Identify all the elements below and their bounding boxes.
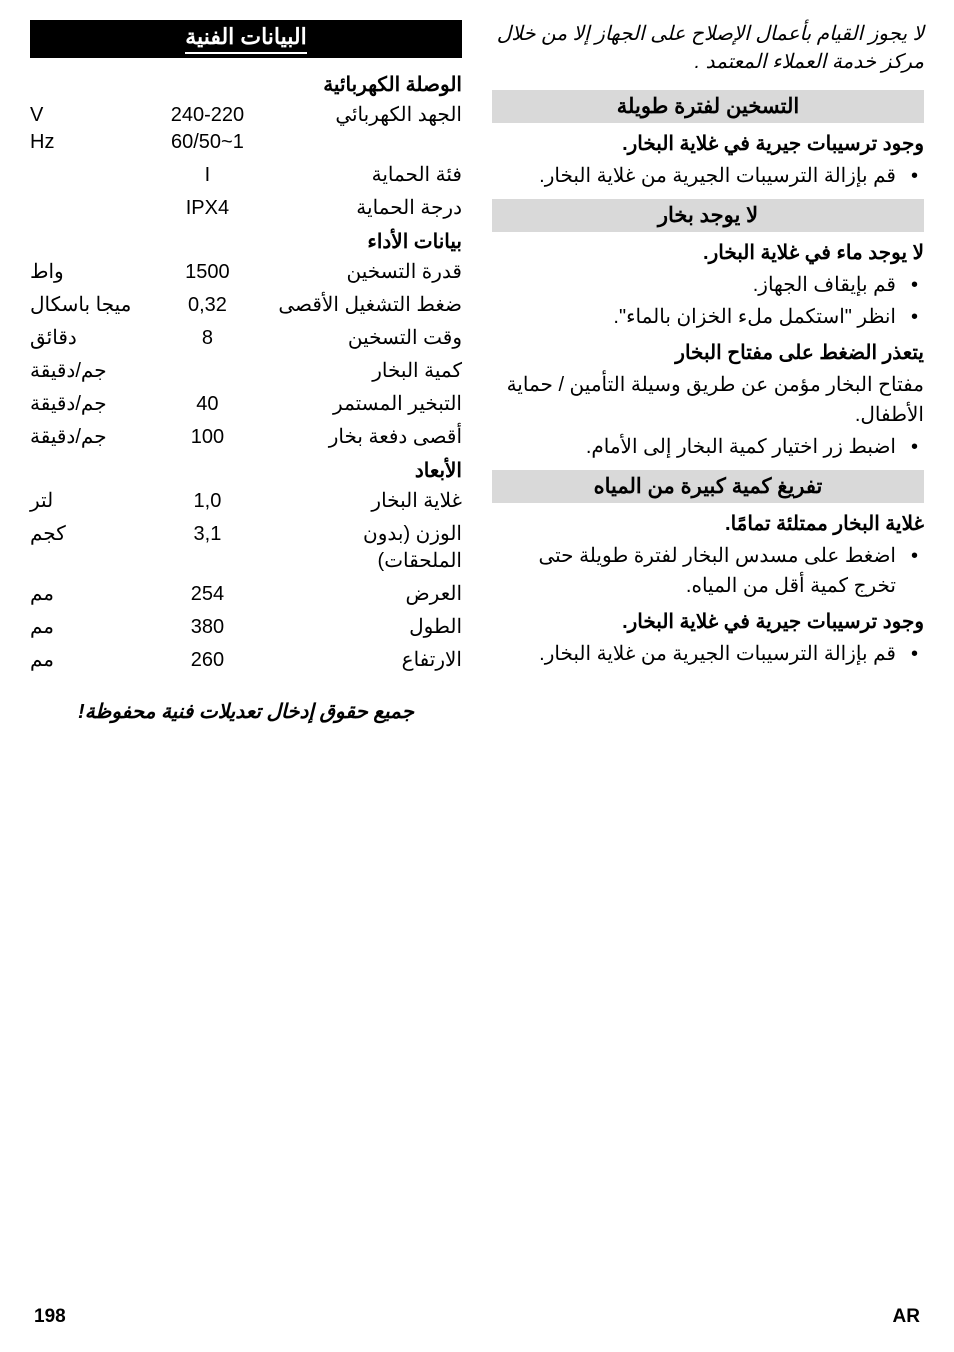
tech-label: الوزن (بدون الملحقات)	[277, 521, 462, 575]
tech-value: 1500	[138, 259, 277, 286]
sec3-list2: قم بإزالة الترسيبات الجيرية من غلاية الب…	[492, 639, 924, 669]
sec3-bold2: وجود ترسيبات جيرية في غلاية البخار.	[492, 607, 924, 637]
tech-value: 3,1	[138, 521, 277, 548]
tech-unit: V Hz	[30, 102, 138, 156]
list-item: اضغط على مسدس البخار لفترة طويلة حتى تخر…	[492, 541, 924, 601]
tech-table: الوصلة الكهربائية الجهد الكهربائي 240-22…	[30, 68, 462, 677]
techdata-header: البيانات الفنية	[30, 20, 462, 58]
tech-value: I	[138, 162, 277, 189]
tech-value: 260	[138, 647, 277, 674]
tech-unit: دقائق	[30, 325, 138, 352]
tech-unit: جم/دقيقة	[30, 358, 138, 385]
tech-unit: مم	[30, 614, 138, 641]
tech-subhead-performance: بيانات الأداء	[30, 225, 462, 256]
table-row: الوزن (بدون الملحقات)3,1كجم	[30, 518, 462, 578]
tech-unit: جم/دقيقة	[30, 424, 138, 451]
techdata-title: البيانات الفنية	[185, 24, 306, 54]
tech-unit: ميجا باسكال	[30, 292, 138, 319]
tech-label: قدرة التسخين	[277, 259, 462, 286]
section-no-steam: لا يوجد بخار	[492, 199, 924, 232]
content-column: لا يجوز القيام بأعمال الإصلاح على الجهاز…	[492, 20, 924, 724]
footer-lang: AR	[893, 1306, 920, 1328]
table-row: قدرة التسخين1500واط	[30, 256, 462, 289]
page-footer: AR 198	[0, 1306, 954, 1328]
sec2-bold2: يتعذر الضغط على مفتاح البخار	[492, 338, 924, 368]
sec1-list: قم بإزالة الترسيبات الجيرية من غلاية الب…	[492, 161, 924, 191]
tech-value: 8	[138, 325, 277, 352]
techdata-column: البيانات الفنية الوصلة الكهربائية الجهد …	[30, 20, 462, 724]
section-water-discharge: تفريغ كمية كبيرة من المياه	[492, 470, 924, 503]
footer-page: 198	[34, 1306, 66, 1328]
table-row: كمية البخار جم/دقيقة	[30, 355, 462, 388]
tech-label: ضغط التشغيل الأقصى	[277, 292, 462, 319]
table-row: فئة الحماية I	[30, 159, 462, 192]
sec2-list1: قم بإيقاف الجهاز. انظر "استكمل ملء الخزا…	[492, 270, 924, 332]
section-long-heating: التسخين لفترة طويلة	[492, 90, 924, 123]
tech-unit: مم	[30, 581, 138, 608]
tech-label: فئة الحماية	[277, 162, 462, 189]
tech-value: 380	[138, 614, 277, 641]
tech-unit: جم/دقيقة	[30, 391, 138, 418]
table-row: غلاية البخار1,0لتر	[30, 485, 462, 518]
tech-label: العرض	[277, 581, 462, 608]
table-row: درجة الحماية IPX4	[30, 192, 462, 225]
tech-value: 40	[138, 391, 277, 418]
table-row: أقصى دفعة بخار100جم/دقيقة	[30, 421, 462, 454]
tech-label: كمية البخار	[277, 358, 462, 385]
table-row: الارتفاع260مم	[30, 644, 462, 677]
tech-label: غلاية البخار	[277, 488, 462, 515]
list-item: انظر "استكمل ملء الخزان بالماء".	[492, 302, 924, 332]
table-row: وقت التسخين8دقائق	[30, 322, 462, 355]
table-row: العرض254مم	[30, 578, 462, 611]
table-row: الطول380مم	[30, 611, 462, 644]
tech-label: الطول	[277, 614, 462, 641]
tech-subhead-dimensions: الأبعاد	[30, 454, 462, 485]
tech-unit: مم	[30, 647, 138, 674]
tech-value: 1,0	[138, 488, 277, 515]
tech-value: 254	[138, 581, 277, 608]
tech-unit: واط	[30, 259, 138, 286]
rights-note: جميع حقوق إدخال تعديلات فنية محفوظة!	[30, 699, 462, 724]
tech-value: IPX4	[138, 195, 277, 222]
sec2-list2: اضبط زر اختيار كمية البخار إلى الأمام.	[492, 432, 924, 462]
tech-label: التبخير المستمر	[277, 391, 462, 418]
sec3-list1: اضغط على مسدس البخار لفترة طويلة حتى تخر…	[492, 541, 924, 601]
list-item: قم بإيقاف الجهاز.	[492, 270, 924, 300]
tech-label: درجة الحماية	[277, 195, 462, 222]
tech-subhead-electrical: الوصلة الكهربائية	[30, 68, 462, 99]
table-row: ضغط التشغيل الأقصى0,32ميجا باسكال	[30, 289, 462, 322]
tech-value: 240-220 60/50~1	[138, 102, 277, 156]
sec2-line1: مفتاح البخار مؤمن عن طريق وسيلة التأمين …	[492, 370, 924, 430]
tech-unit: كجم	[30, 521, 138, 548]
repair-note: لا يجوز القيام بأعمال الإصلاح على الجهاز…	[492, 20, 924, 76]
tech-label: أقصى دفعة بخار	[277, 424, 462, 451]
table-row: الجهد الكهربائي 240-220 60/50~1 V Hz	[30, 99, 462, 159]
list-item: قم بإزالة الترسيبات الجيرية من غلاية الب…	[492, 161, 924, 191]
sec3-bold1: غلاية البخار ممتلئة تمامًا.	[492, 509, 924, 539]
list-item: قم بإزالة الترسيبات الجيرية من غلاية الب…	[492, 639, 924, 669]
sec2-bold1: لا يوجد ماء في غلاية البخار.	[492, 238, 924, 268]
tech-value: 100	[138, 424, 277, 451]
tech-unit: لتر	[30, 488, 138, 515]
sec1-bold: وجود ترسيبات جيرية في غلاية البخار.	[492, 129, 924, 159]
tech-label: وقت التسخين	[277, 325, 462, 352]
tech-label: الجهد الكهربائي	[277, 102, 462, 129]
tech-label: الارتفاع	[277, 647, 462, 674]
tech-value: 0,32	[138, 292, 277, 319]
table-row: التبخير المستمر40جم/دقيقة	[30, 388, 462, 421]
list-item: اضبط زر اختيار كمية البخار إلى الأمام.	[492, 432, 924, 462]
